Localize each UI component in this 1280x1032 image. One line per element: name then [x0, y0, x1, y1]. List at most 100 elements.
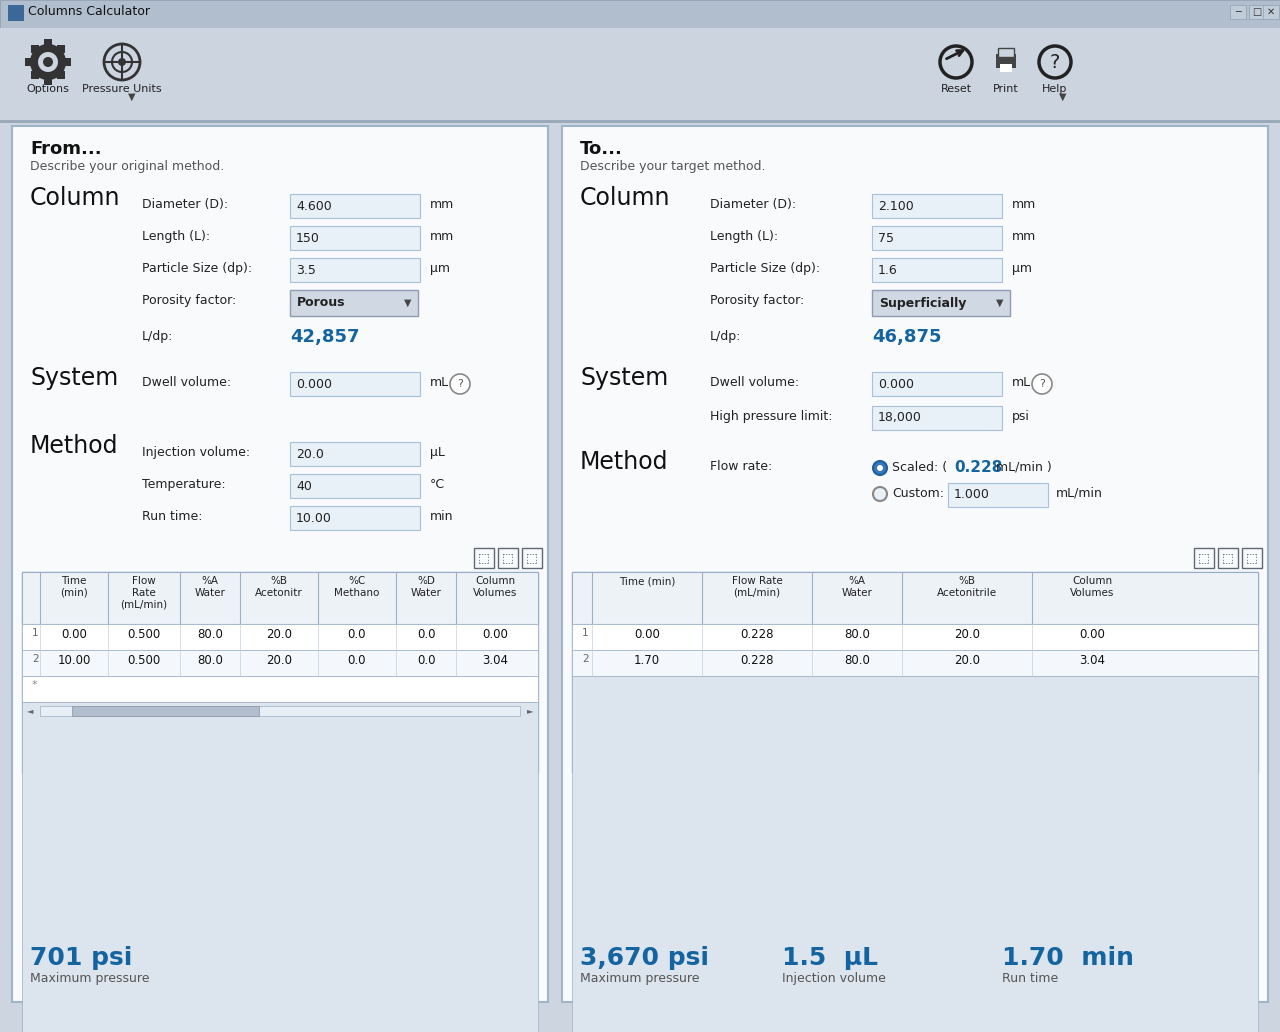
Text: 2: 2 — [32, 654, 38, 664]
Bar — [63, 58, 70, 66]
Bar — [291, 506, 420, 530]
Bar — [872, 406, 1002, 430]
Text: ⬚: ⬚ — [1222, 551, 1234, 565]
Text: 1.5  μL: 1.5 μL — [782, 946, 878, 970]
Text: Column
Volumes: Column Volumes — [1070, 576, 1114, 598]
Bar — [572, 624, 1258, 650]
Text: %B
Acetonitr: %B Acetonitr — [255, 576, 303, 598]
Text: 80.0: 80.0 — [844, 654, 870, 667]
Text: Dwell volume:: Dwell volume: — [142, 376, 232, 389]
Bar — [22, 650, 538, 676]
Circle shape — [104, 44, 140, 80]
Text: ⬚: ⬚ — [1198, 551, 1210, 565]
Text: ⬚: ⬚ — [1247, 551, 1258, 565]
Text: ▼: ▼ — [996, 298, 1004, 308]
Text: ?: ? — [1050, 53, 1060, 71]
Bar — [1219, 548, 1238, 568]
Text: System: System — [29, 366, 118, 390]
Text: mL/min: mL/min — [1056, 487, 1103, 499]
Text: *: * — [32, 680, 37, 690]
Text: 75: 75 — [878, 231, 893, 245]
Text: L/dp:: L/dp: — [142, 330, 173, 343]
Text: μL: μL — [430, 446, 445, 459]
Text: mm: mm — [1012, 230, 1037, 243]
Text: Superficially: Superficially — [879, 296, 966, 310]
Text: Time (min): Time (min) — [618, 576, 675, 586]
Text: 42,857: 42,857 — [291, 328, 360, 346]
Text: Porosity factor:: Porosity factor: — [710, 294, 804, 307]
Bar — [22, 572, 538, 772]
Text: 40: 40 — [296, 480, 312, 492]
Text: °C: °C — [430, 478, 445, 491]
Text: To...: To... — [580, 140, 623, 158]
Bar — [572, 572, 1258, 624]
Text: Method: Method — [29, 434, 119, 458]
Text: 20.0: 20.0 — [266, 628, 292, 641]
Bar — [572, 572, 1258, 772]
Text: □: □ — [1252, 7, 1262, 17]
Text: L/dp:: L/dp: — [710, 330, 741, 343]
Text: 0.228: 0.228 — [740, 654, 773, 667]
Text: 2: 2 — [582, 654, 589, 664]
Text: %D
Water: %D Water — [411, 576, 442, 598]
Text: Pressure Units: Pressure Units — [82, 84, 161, 94]
Circle shape — [44, 57, 52, 67]
Bar — [291, 258, 420, 282]
Text: Flow
Rate
(mL/min): Flow Rate (mL/min) — [120, 576, 168, 609]
Text: 0.500: 0.500 — [128, 654, 160, 667]
Bar — [1194, 548, 1213, 568]
Text: 0.00: 0.00 — [61, 628, 87, 641]
Text: 1.000: 1.000 — [954, 488, 989, 502]
Text: ⬚: ⬚ — [479, 551, 490, 565]
Text: mL/min ): mL/min ) — [992, 461, 1052, 474]
Bar — [1249, 5, 1265, 19]
Bar — [522, 548, 541, 568]
Bar — [58, 44, 65, 53]
Bar — [22, 624, 538, 650]
Text: Injection volume: Injection volume — [782, 972, 886, 985]
Text: Print: Print — [993, 84, 1019, 94]
Text: Options: Options — [27, 84, 69, 94]
Text: Reset: Reset — [941, 84, 972, 94]
Text: 20.0: 20.0 — [296, 448, 324, 460]
Bar — [22, 572, 538, 624]
Text: 0.500: 0.500 — [128, 628, 160, 641]
Text: 701 psi: 701 psi — [29, 946, 132, 970]
Text: μm: μm — [430, 262, 451, 275]
Text: 20.0: 20.0 — [954, 628, 980, 641]
Text: 3.04: 3.04 — [1079, 654, 1105, 667]
Bar — [998, 49, 1014, 57]
Text: 0.000: 0.000 — [878, 378, 914, 390]
Bar — [572, 676, 1258, 1032]
Circle shape — [1032, 374, 1052, 394]
Text: Dwell volume:: Dwell volume: — [710, 376, 799, 389]
Text: 1.6: 1.6 — [878, 263, 897, 277]
Bar — [474, 548, 494, 568]
Text: 80.0: 80.0 — [844, 628, 870, 641]
Bar — [44, 77, 52, 85]
Text: Maximum pressure: Maximum pressure — [580, 972, 699, 985]
Text: %A
Water: %A Water — [195, 576, 225, 598]
Text: 150: 150 — [296, 231, 320, 245]
Text: 0.228: 0.228 — [740, 628, 773, 641]
Bar — [291, 372, 420, 396]
Bar — [22, 676, 538, 702]
Bar — [291, 442, 420, 466]
Text: System: System — [580, 366, 668, 390]
Bar — [562, 126, 1268, 1002]
Bar — [0, 0, 1280, 28]
Bar — [8, 5, 24, 21]
Bar — [948, 483, 1048, 507]
Bar — [291, 290, 419, 316]
Text: Flow Rate
(mL/min): Flow Rate (mL/min) — [732, 576, 782, 598]
Text: ⬚: ⬚ — [502, 551, 513, 565]
Text: Temperature:: Temperature: — [142, 478, 225, 491]
Text: 3.5: 3.5 — [296, 263, 316, 277]
Bar — [31, 71, 38, 79]
Text: mm: mm — [430, 230, 454, 243]
Text: High pressure limit:: High pressure limit: — [710, 410, 832, 423]
Text: 2.100: 2.100 — [878, 199, 914, 213]
Text: 1.70: 1.70 — [634, 654, 660, 667]
Text: ▼: ▼ — [404, 298, 411, 308]
Text: 20.0: 20.0 — [954, 654, 980, 667]
